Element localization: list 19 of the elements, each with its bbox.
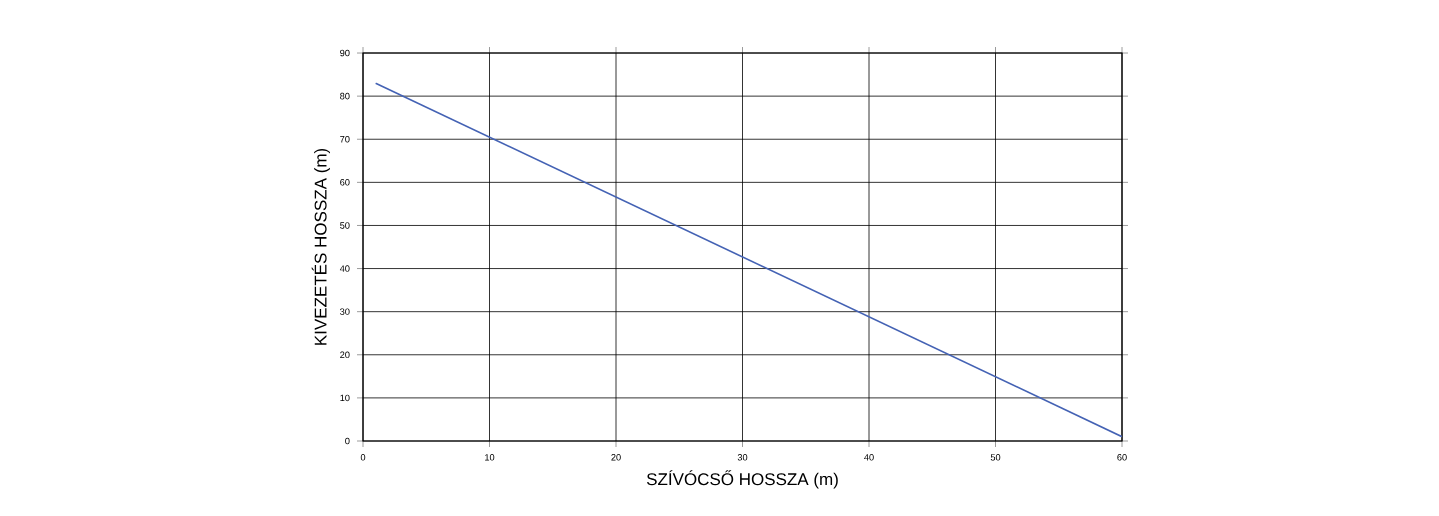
x-tick-label: 10 (485, 454, 495, 461)
y-tick-label: 30 (340, 308, 350, 315)
x-tick-label: 40 (864, 454, 874, 461)
x-axis-title: SZÍVÓCSŐ HOSSZA (m) (646, 470, 838, 489)
x-tick-label: 20 (611, 454, 621, 461)
x-tick-label: 30 (737, 454, 748, 461)
x-tick-label: 60 (1117, 454, 1127, 461)
y-axis-title: KIVEZETÉS HOSSZA (m) (311, 148, 330, 345)
y-tick-label: 50 (340, 222, 350, 229)
x-tick-label: 0 (360, 454, 366, 461)
y-tick-label: 70 (340, 135, 350, 143)
y-tick-label: 60 (340, 179, 350, 186)
x-tick-label: 50 (990, 454, 1001, 461)
y-tick-label: 90 (340, 49, 350, 57)
y-tick-label: 40 (339, 265, 350, 272)
y-tick-label: 80 (340, 92, 350, 100)
y-tick-label: 20 (340, 351, 350, 359)
y-tick-label: 0 (345, 437, 350, 445)
y-tick-label: 10 (340, 394, 350, 402)
